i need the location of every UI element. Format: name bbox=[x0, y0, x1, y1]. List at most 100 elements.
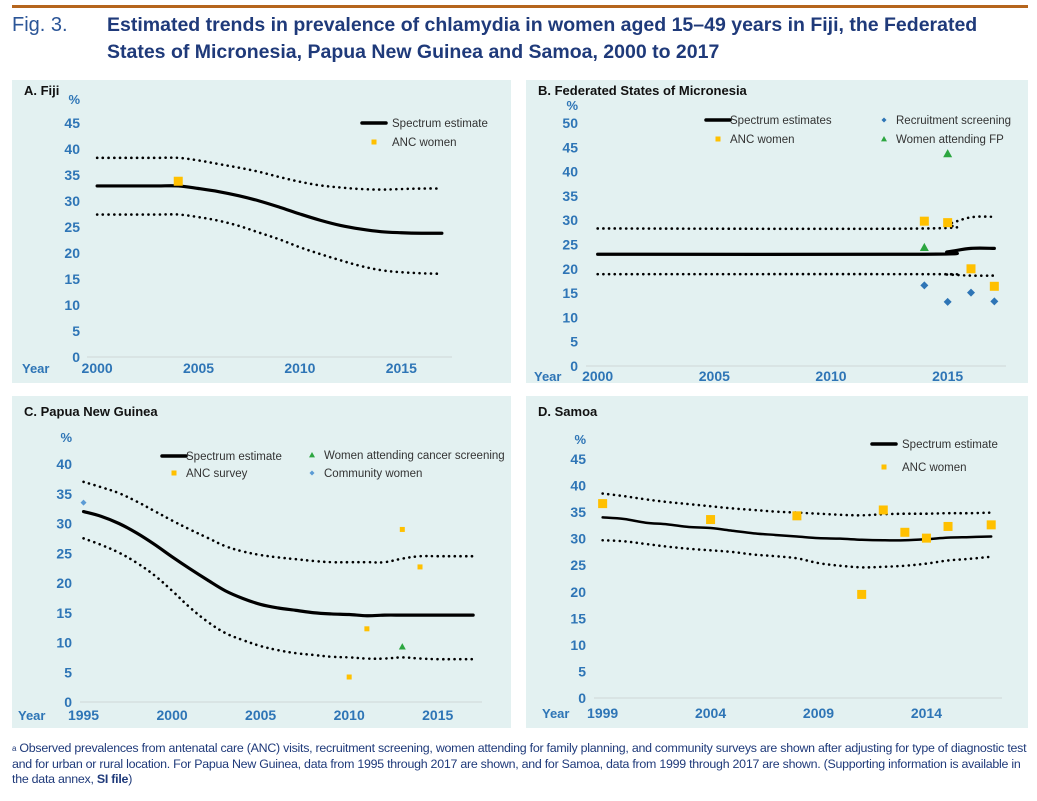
y-tick-label: 25 bbox=[562, 237, 578, 253]
y-tick-label: 10 bbox=[64, 297, 80, 313]
figure-title: Estimated trends in prevalence of chlamy… bbox=[107, 14, 978, 63]
upper-bound-line bbox=[596, 215, 996, 231]
legend-label: Spectrum estimate bbox=[186, 451, 282, 463]
panel-title: B. Federated States of Micronesia bbox=[538, 83, 747, 98]
figure-label: Fig. 3. bbox=[12, 14, 68, 36]
lower-bound-line bbox=[95, 213, 444, 276]
y-tick-label: 40 bbox=[562, 164, 578, 180]
y-tick-label: 15 bbox=[56, 605, 72, 621]
top-rule bbox=[12, 5, 1028, 8]
legend-label: ANC women bbox=[902, 462, 967, 474]
chart-svg: 0 5 10 15 20 25 30 35 40% 1995 2000 2005 2010 2015 Yea… bbox=[18, 430, 505, 723]
x-tick-label: 2004 bbox=[695, 705, 726, 721]
anc-survey-point bbox=[346, 674, 352, 680]
x-tick-label: 2010 bbox=[815, 368, 846, 383]
y-tick-label: 25 bbox=[56, 545, 72, 561]
y-tick-label: 40 bbox=[570, 478, 586, 494]
anc-survey-point bbox=[399, 526, 405, 532]
women-attending-fp-point bbox=[943, 149, 953, 158]
x-tick-label: 2015 bbox=[386, 360, 417, 376]
recruitment-screening-point bbox=[990, 297, 999, 306]
x-tick-label: 2005 bbox=[245, 707, 276, 723]
y-tick-label: 30 bbox=[56, 516, 72, 532]
y-tick-label: 35 bbox=[562, 188, 578, 204]
anc-women-point bbox=[792, 511, 802, 521]
legend-square-swatch bbox=[371, 139, 377, 145]
x-tick-label: 2010 bbox=[284, 360, 315, 376]
legend-label: Spectrum estimate bbox=[902, 439, 998, 451]
x-tick-label: 2010 bbox=[334, 707, 365, 723]
y-tick-label: 10 bbox=[56, 635, 72, 651]
anc-women-point bbox=[943, 521, 953, 531]
y-axis-label: % bbox=[68, 92, 80, 107]
footnote-text: Observed prevalences from antenatal care… bbox=[12, 741, 1027, 786]
y-tick-label: 15 bbox=[562, 285, 578, 301]
x-tick-label: 2009 bbox=[803, 705, 834, 721]
y-tick-label: 40 bbox=[64, 141, 80, 157]
estimate-line bbox=[95, 184, 444, 235]
panel-papua-new-guinea: C. Papua New Guinea 0 5 10 15 20 25 30 35 40% 199… bbox=[12, 396, 511, 728]
y-tick-label: 50 bbox=[562, 115, 578, 131]
legend-diamond-swatch bbox=[881, 117, 887, 123]
y-tick-label: 0 bbox=[72, 349, 80, 365]
x-tick-label: 1995 bbox=[68, 707, 99, 723]
legend-diamond-swatch bbox=[309, 470, 315, 476]
panel-micronesia: B. Federated States of Micronesia 0 5 10 15… bbox=[526, 80, 1028, 383]
footnote: a Observed prevalences from antenatal ca… bbox=[12, 741, 1032, 788]
y-tick-label: 25 bbox=[64, 219, 80, 235]
anc-women-point bbox=[878, 505, 888, 515]
legend-label: Recruitment screening bbox=[896, 115, 1011, 127]
legend-label: Women attending cancer screening bbox=[324, 450, 505, 462]
footnote-marker: a bbox=[12, 744, 17, 753]
x-tick-label: 2014 bbox=[911, 705, 942, 721]
x-tick-label: 2000 bbox=[82, 360, 113, 376]
community-women-point bbox=[80, 499, 87, 506]
legend-label: Spectrum estimate bbox=[392, 118, 488, 130]
estimate-line bbox=[596, 246, 996, 257]
anc-survey-point bbox=[417, 564, 423, 570]
chart-svg: 0 5 10 15 20 25 30 35 40 45% 2000 2005 2010 2015 Year S… bbox=[22, 92, 488, 376]
lower-bound-line bbox=[596, 272, 996, 277]
x-tick-label: 2015 bbox=[932, 368, 963, 383]
y-tick-label: 0 bbox=[578, 690, 586, 706]
x-tick-label: 2015 bbox=[422, 707, 453, 723]
anc-women-point bbox=[966, 264, 976, 274]
women-attending-fp-point bbox=[919, 242, 929, 252]
y-tick-label: 45 bbox=[570, 451, 586, 467]
x-axis-label: Year bbox=[22, 361, 49, 376]
anc-women-point bbox=[598, 499, 608, 509]
x-tick-label: 2005 bbox=[699, 368, 730, 383]
y-tick-label: 20 bbox=[56, 575, 72, 591]
legend-square-swatch bbox=[171, 470, 177, 476]
legend-label: Spectrum estimates bbox=[730, 115, 832, 127]
anc-women-point bbox=[989, 281, 999, 291]
y-axis-label: % bbox=[60, 430, 72, 445]
estimate-line bbox=[81, 510, 475, 618]
y-tick-label: 20 bbox=[570, 584, 586, 600]
legend-square-swatch bbox=[881, 464, 887, 470]
y-tick-label: 35 bbox=[570, 504, 586, 520]
y-tick-label: 15 bbox=[64, 271, 80, 287]
recruitment-screening-point bbox=[967, 288, 975, 297]
y-tick-label: 5 bbox=[578, 663, 586, 679]
recruitment-screening-point bbox=[920, 281, 929, 290]
y-tick-label: 40 bbox=[56, 456, 72, 472]
anc-women-point bbox=[986, 520, 996, 530]
legend-triangle-swatch bbox=[309, 452, 315, 458]
y-axis-label: % bbox=[574, 432, 586, 447]
si-file-link[interactable]: SI file bbox=[96, 772, 129, 786]
y-tick-label: 10 bbox=[570, 637, 586, 653]
y-tick-label: 30 bbox=[64, 193, 80, 209]
legend-label: ANC women bbox=[392, 137, 457, 149]
y-tick-label: 45 bbox=[562, 139, 578, 155]
legend-label: Community women bbox=[324, 468, 422, 480]
y-tick-label: 5 bbox=[72, 323, 80, 339]
anc-women-point bbox=[919, 216, 929, 226]
y-tick-label: 10 bbox=[562, 309, 578, 325]
recruitment-screening-point bbox=[943, 297, 952, 306]
x-tick-label: 2000 bbox=[157, 707, 188, 723]
anc-women-point bbox=[173, 176, 183, 186]
panel-title: D. Samoa bbox=[538, 404, 598, 419]
y-tick-label: 35 bbox=[64, 167, 80, 183]
y-tick-label: 20 bbox=[562, 261, 578, 277]
